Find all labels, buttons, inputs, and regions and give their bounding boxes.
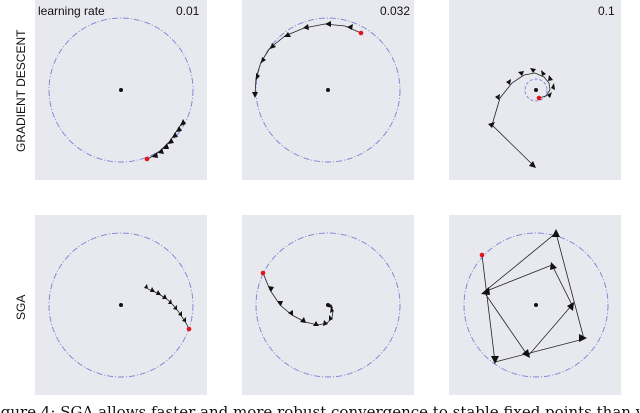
- rate-value-3: 0.1: [598, 4, 615, 18]
- start-point: [479, 252, 485, 258]
- arrowhead: [548, 75, 553, 81]
- row-label-gradient-descent: GRADIENT DESCENT: [14, 29, 28, 152]
- start-point: [260, 270, 266, 276]
- arrowhead: [330, 307, 334, 313]
- arrowhead: [162, 294, 167, 299]
- arrowhead: [522, 349, 530, 358]
- trajectory: [491, 72, 551, 168]
- panel-gd-lr-0.1: 0.1: [449, 0, 621, 180]
- rate-value-1: 0.01: [176, 4, 200, 18]
- reference-circle-small: [524, 78, 548, 102]
- reference-circle: [48, 232, 194, 378]
- start-point: [358, 30, 364, 36]
- panel-gd-lr-0.01: learning rate 0.01: [35, 0, 207, 180]
- arrowhead: [579, 334, 587, 342]
- arrowhead: [481, 287, 490, 295]
- arrowhead: [518, 71, 524, 76]
- arrowhead: [156, 290, 161, 295]
- trajectory: [262, 272, 334, 326]
- arrowhead: [270, 43, 276, 49]
- learning-rate-label: learning rate: [38, 4, 105, 18]
- arrowhead: [300, 317, 306, 323]
- arrowhead: [261, 57, 266, 63]
- arrowhead: [313, 321, 319, 326]
- arrowhead: [252, 92, 258, 98]
- arrowhead: [488, 122, 495, 128]
- arrowhead: [506, 79, 511, 85]
- reference-circle: [463, 232, 609, 378]
- arrowhead: [178, 311, 182, 316]
- start-point: [186, 326, 192, 332]
- panel-gd-lr-0.032: 0.032: [242, 0, 414, 180]
- start-point: [144, 156, 150, 162]
- arrowhead: [547, 92, 552, 98]
- arrowhead: [173, 305, 177, 310]
- arrowhead: [180, 119, 186, 126]
- arrowhead: [323, 320, 328, 326]
- arrowhead: [172, 132, 178, 138]
- arrowhead: [176, 126, 182, 132]
- arrowhead: [303, 24, 309, 30]
- reference-circle: [255, 232, 401, 378]
- panel-sga-lr-0.01: [35, 215, 207, 395]
- fixed-point: [534, 303, 538, 307]
- figure-caption: igure 4: SGA allows faster and more robu…: [0, 403, 640, 413]
- fixed-point: [326, 88, 330, 92]
- arrowhead: [551, 83, 555, 90]
- arrowhead: [150, 287, 155, 292]
- arrowhead: [491, 356, 499, 364]
- arrowhead: [277, 301, 283, 306]
- arrowhead: [182, 317, 186, 322]
- arrowhead: [144, 284, 148, 289]
- arrowhead: [541, 70, 546, 76]
- arrowhead: [268, 286, 274, 292]
- arrowhead: [329, 315, 333, 321]
- arrowhead: [347, 24, 353, 30]
- arrowhead: [168, 138, 174, 144]
- arrowhead: [550, 262, 557, 270]
- arrowhead: [567, 302, 574, 311]
- arrowhead: [284, 32, 291, 37]
- arrowhead: [529, 161, 536, 168]
- fixed-point: [534, 88, 538, 92]
- reference-circle: [255, 17, 401, 163]
- fixed-point: [119, 303, 123, 307]
- arrowhead: [152, 152, 158, 158]
- arrowhead: [288, 310, 293, 316]
- arrowhead: [256, 73, 260, 80]
- arrowhead: [325, 21, 331, 27]
- arrowhead: [328, 304, 333, 308]
- fixed-point: [119, 88, 123, 92]
- start-point: [536, 95, 542, 101]
- arrowhead: [163, 143, 169, 149]
- arrowhead: [530, 68, 536, 73]
- panel-sga-lr-0.032: [242, 215, 414, 395]
- arrowhead: [168, 299, 172, 304]
- reference-circle: [48, 17, 194, 163]
- rate-value-2: 0.032: [380, 4, 410, 18]
- panel-sga-lr-0.1: [449, 215, 621, 395]
- arrowhead: [158, 148, 164, 154]
- arrowhead: [495, 94, 500, 100]
- arrowhead: [552, 229, 560, 237]
- row-label-sga: SGA: [14, 295, 28, 320]
